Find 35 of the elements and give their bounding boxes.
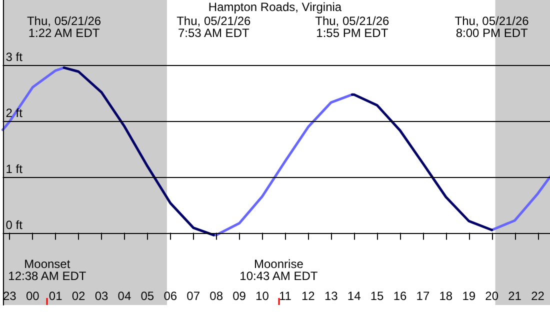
x-tick-label: 01: [48, 289, 63, 303]
y-tick-label: 2 ft: [6, 106, 24, 120]
annotation: Thu, 05/21/26 8:00 PM EDT: [454, 14, 530, 40]
x-tick-label: 20: [485, 289, 499, 303]
x-tick-label: 17: [416, 289, 430, 303]
y-tick-label: 0 ft: [6, 218, 24, 232]
x-tick-label: 22: [531, 289, 545, 303]
x-tick-label: 08: [210, 289, 224, 303]
annotation: Thu, 05/21/26 7:53 AM EDT: [176, 14, 251, 40]
chart-title: Hampton Roads, Virginia: [208, 0, 342, 14]
x-tick-label: 00: [26, 289, 40, 303]
y-tick-label: 3 ft: [6, 50, 24, 64]
x-tick-label: 15: [370, 289, 384, 303]
x-tick-label: 04: [118, 289, 132, 303]
y-tick-label: 1 ft: [6, 162, 24, 176]
annotation: Thu, 05/21/26 1:22 AM EDT: [26, 14, 102, 40]
annotation: Thu, 05/21/26 1:55 PM EDT: [315, 14, 390, 40]
ref-line-label: Moonset 12:38 AM EDT: [8, 257, 87, 283]
x-tick-label: 09: [232, 289, 246, 303]
x-tick-label: 16: [393, 289, 407, 303]
x-tick-label: 19: [462, 289, 476, 303]
x-tick-label: 13: [324, 289, 338, 303]
x-tick-label: 07: [186, 289, 200, 303]
x-tick-label: 10: [256, 289, 270, 303]
x-tick-label: 06: [164, 289, 178, 303]
x-tick-label: 23: [2, 289, 17, 303]
x-tick-label: 12: [301, 289, 316, 303]
ref-line-label: Moonrise 10:43 AM EDT: [240, 257, 318, 283]
x-tick-label: 18: [439, 289, 453, 303]
x-tick-label: 05: [140, 289, 154, 303]
x-tick-label: 03: [94, 289, 109, 303]
x-tick-label: 11: [278, 289, 292, 303]
x-tick-label: 14: [347, 289, 362, 303]
x-tick-label: 02: [72, 289, 86, 303]
x-tick-label: 21: [508, 289, 522, 303]
